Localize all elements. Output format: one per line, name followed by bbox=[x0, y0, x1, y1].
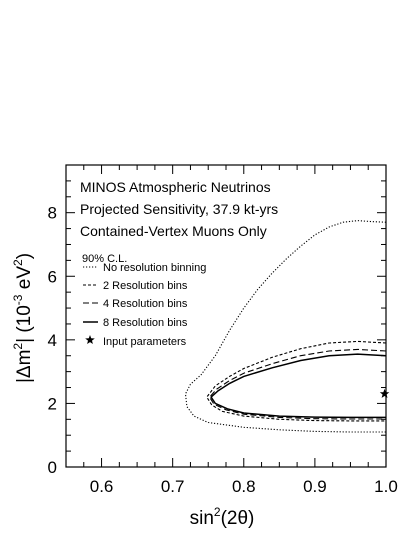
legend-label-1: No resolution binning bbox=[103, 262, 206, 274]
legend-label-2: 2 Resolution bins bbox=[103, 280, 188, 292]
x-axis-label-sup: 2 bbox=[214, 505, 221, 519]
tick-labels: 0.6 0.7 0.8 0.9 1.0 0 2 4 6 8 bbox=[48, 204, 398, 496]
y-tick-label: 2 bbox=[48, 394, 57, 413]
contour-3 bbox=[208, 348, 387, 420]
y-axis-label-b: | (10 bbox=[14, 305, 35, 343]
input-parameters-star bbox=[379, 388, 390, 398]
x-axis-label-rest: (2θ) bbox=[221, 508, 255, 529]
title-line-3: Contained-Vertex Muons Only bbox=[80, 223, 267, 239]
legend-label-3: 4 Resolution bins bbox=[103, 298, 188, 310]
chart-title-block: MINOS Atmospheric Neutrinos Projected Se… bbox=[80, 179, 278, 239]
contour-2 bbox=[206, 340, 387, 422]
plot-curves bbox=[184, 220, 390, 433]
y-tick-label: 0 bbox=[48, 458, 57, 477]
title-line-2: Projected Sensitivity, 37.9 kt-yrs bbox=[80, 201, 278, 217]
legend-label-4: 8 Resolution bins bbox=[103, 317, 188, 329]
contour-4 bbox=[210, 353, 387, 419]
legend-label-input-parameters: Input parameters bbox=[103, 336, 187, 348]
x-tick-label: 0.7 bbox=[161, 477, 185, 496]
y-axis-label-sup2: -3 bbox=[11, 294, 25, 305]
y-axis-label-d: ) bbox=[14, 253, 35, 259]
legend: No resolution binning 2 Resolution bins 4 … bbox=[83, 262, 206, 348]
title-line-1: MINOS Atmospheric Neutrinos bbox=[80, 179, 271, 195]
x-axis-label: sin2(2θ) bbox=[190, 505, 255, 529]
y-axis-label-c: eV bbox=[14, 266, 35, 295]
y-tick-label: 8 bbox=[48, 204, 57, 223]
legend-title: 90% C.L. bbox=[82, 253, 127, 265]
x-tick-label: 0.9 bbox=[303, 477, 327, 496]
legend-star-icon bbox=[85, 335, 95, 344]
y-axis-label-sup1: 2 bbox=[11, 343, 25, 350]
x-tick-label: 0.6 bbox=[90, 477, 114, 496]
y-axis-label-a: |Δm bbox=[14, 350, 35, 383]
y-tick-label: 6 bbox=[48, 267, 57, 286]
axis-ticks bbox=[65, 164, 387, 468]
y-axis-label: |Δm2| (10-3 eV2) bbox=[11, 253, 35, 383]
y-axis-label-sup3: 2 bbox=[11, 259, 25, 266]
x-axis-label-base: sin bbox=[190, 508, 214, 529]
contour-1 bbox=[184, 220, 387, 433]
x-tick-label: 0.8 bbox=[232, 477, 256, 496]
x-tick-label: 1.0 bbox=[374, 477, 398, 496]
y-tick-label: 4 bbox=[48, 331, 57, 350]
